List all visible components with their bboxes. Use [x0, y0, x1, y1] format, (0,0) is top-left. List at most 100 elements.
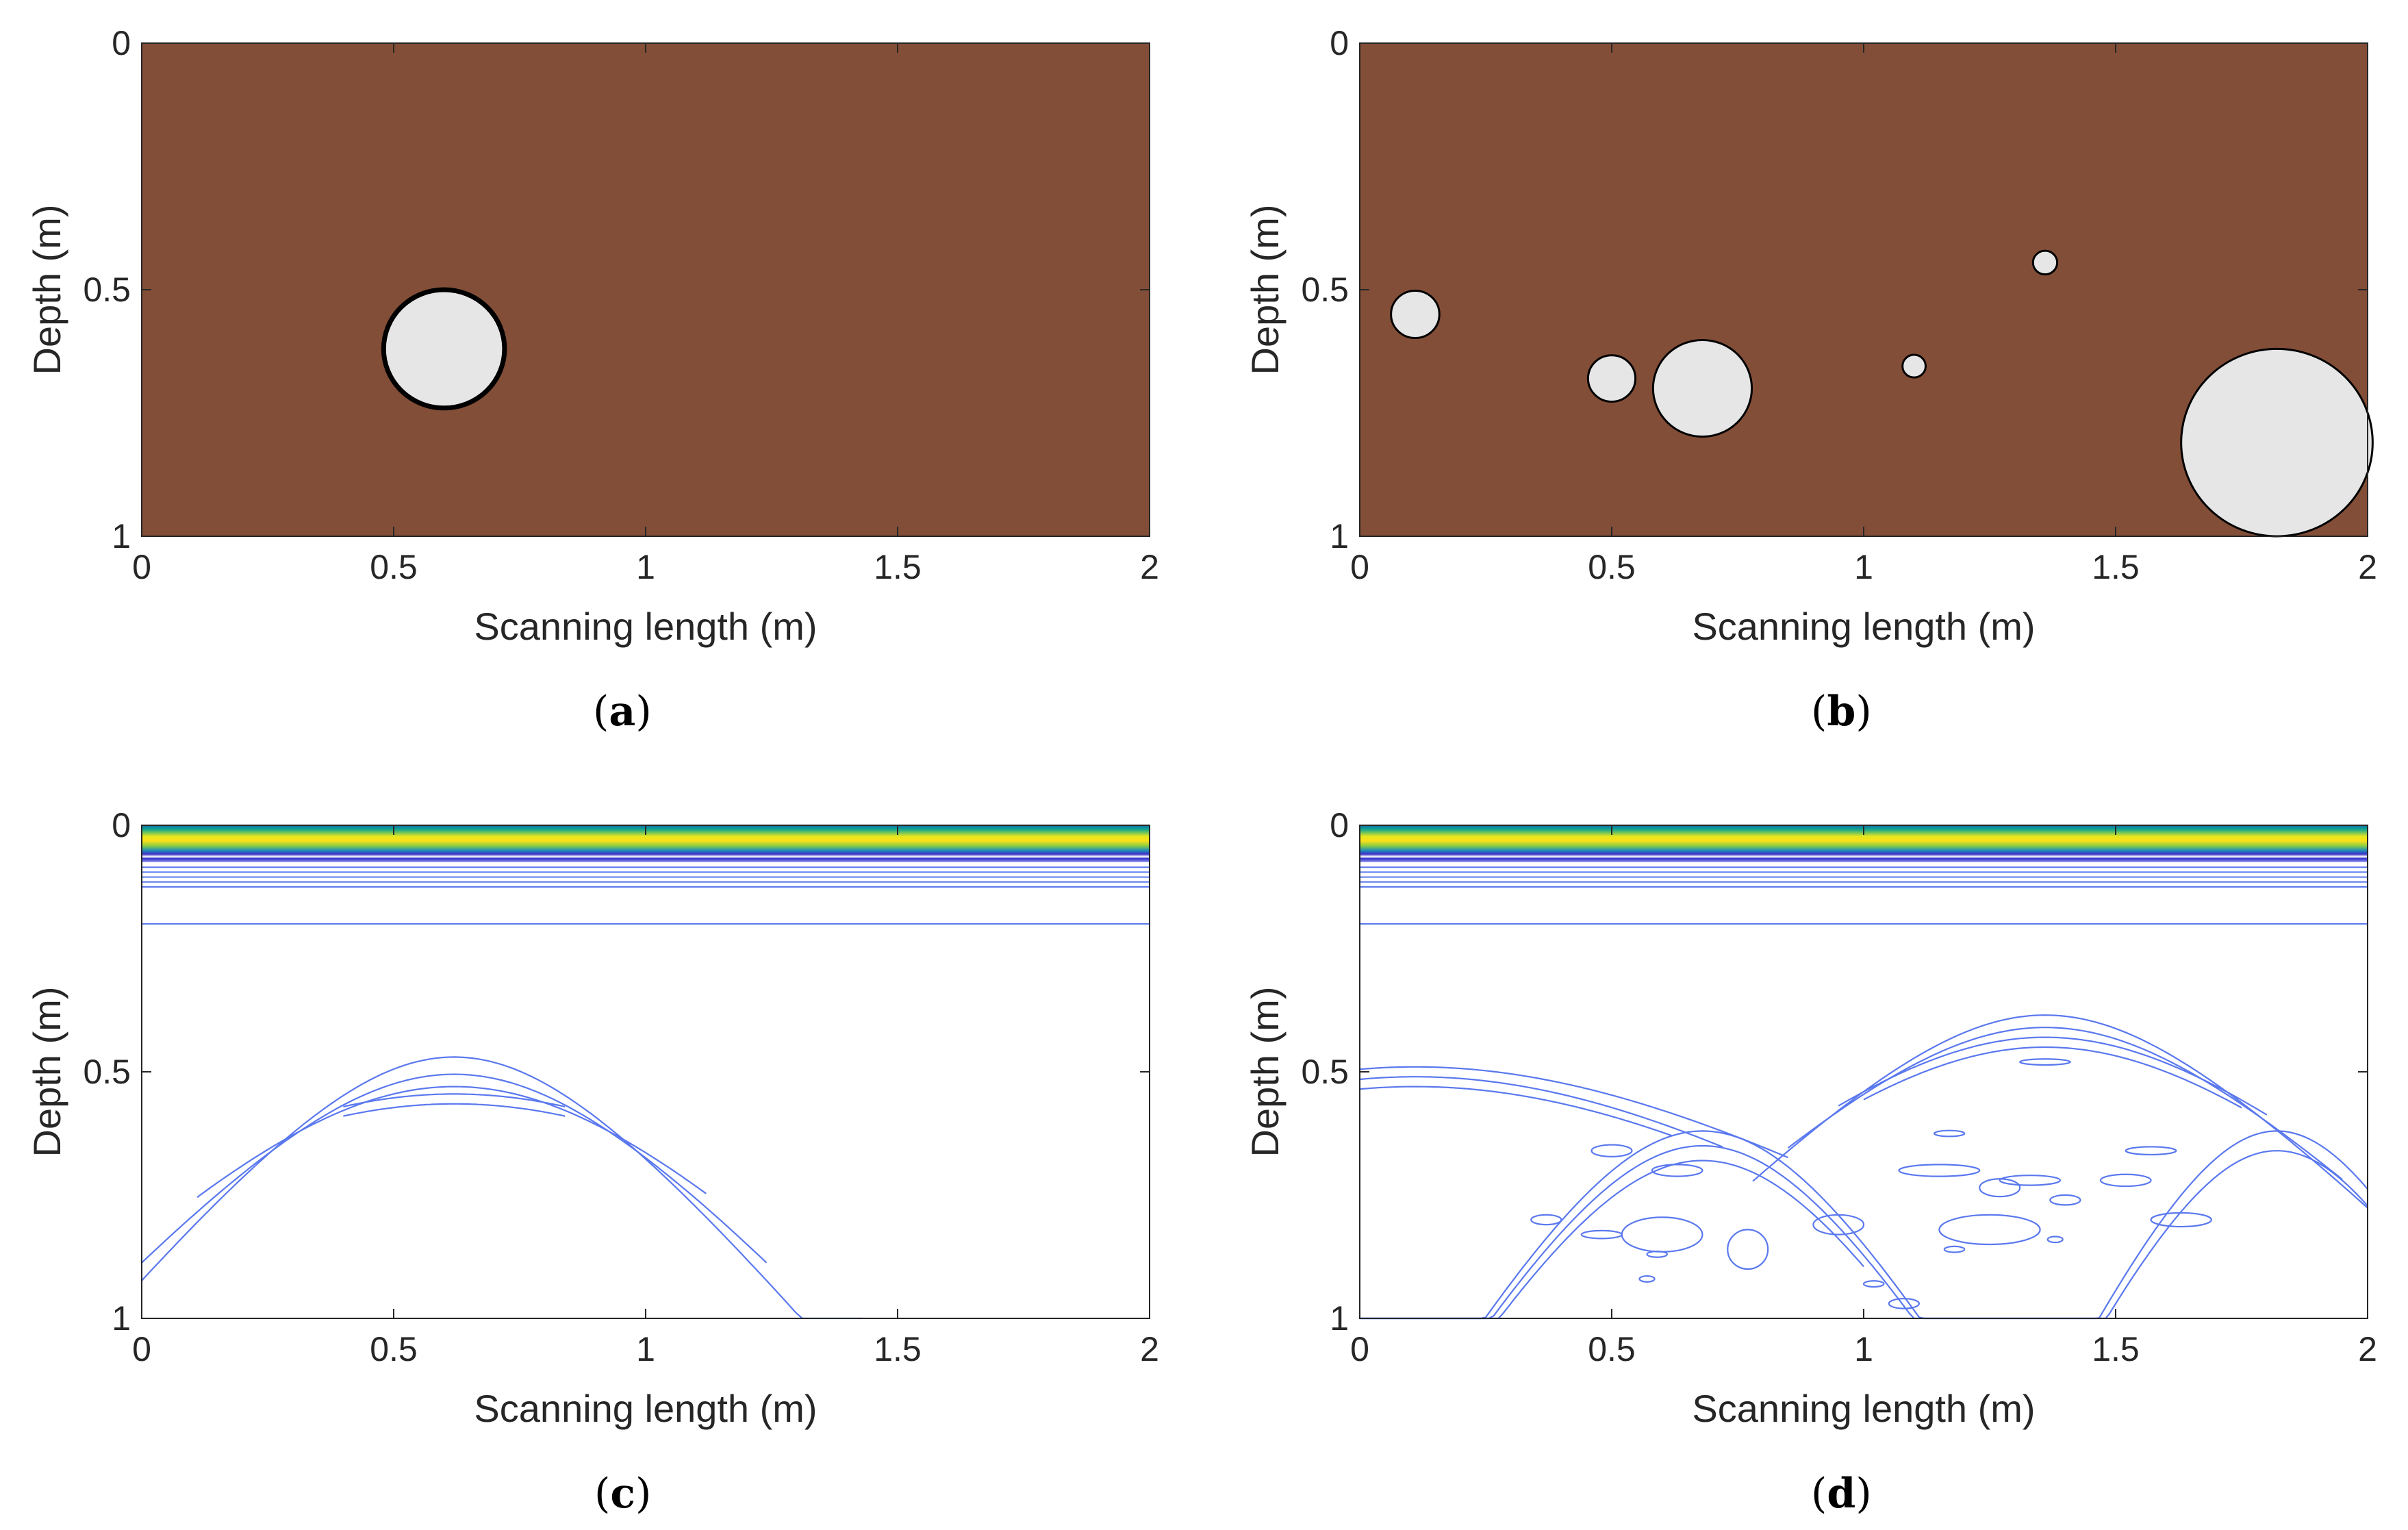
panel-c-hyperbola-contour: [343, 1093, 566, 1107]
panel-d-blob-contour: [1898, 1164, 1981, 1177]
panel-d-blob-contour: [2099, 1173, 2152, 1188]
panel-d-blob-contour: [1999, 1175, 2062, 1186]
panel-a-circles: [381, 287, 507, 411]
panel-b-void-circle: [2180, 347, 2374, 538]
panel-d-ylabel: Depth (m): [1243, 987, 1287, 1157]
panel-b-yticks: 00.51: [1301, 24, 2368, 555]
panel-a-xlabel: Scanning length (m): [474, 605, 817, 648]
panel-a-plot-area: [142, 43, 1150, 536]
panel-b-void-circle: [2031, 249, 2059, 276]
panel-b-ytick-label: 0.5: [1301, 271, 1349, 309]
panel-b-circles: [1390, 249, 2374, 538]
panel-c-hyperbola-contour: [141, 1073, 768, 1264]
panel-a-ytick-label: 0: [112, 24, 131, 62]
panel-c-xticks: 0 0.5 1 1.5 2: [132, 825, 1159, 1368]
panel-d-blob-contour: [1590, 1144, 1633, 1157]
panel-d-caption: (d): [1811, 1470, 1872, 1518]
panel-b-caption: (b): [1811, 688, 1872, 736]
panel-a: 0 0.5 1 1.5 2 00.51 Scanning length (m) Dept…: [25, 24, 1159, 736]
panel-d-blob-contour: [1580, 1229, 1623, 1240]
panel-d-blob-contour: [1530, 1214, 1562, 1226]
panel-a-xtick-label: 1.5: [874, 548, 922, 586]
panel-c-hyperbola-contour: [343, 1103, 566, 1117]
panel-b-xtick-label: 2: [2358, 548, 2377, 586]
panel-d-hyperbola-contour: [1359, 1076, 1723, 1148]
panel-d-xlabel: Scanning length (m): [1692, 1387, 2035, 1430]
panel-b-xtick-label: 1: [1854, 548, 1873, 586]
panel-d-hyperbola-contour: [1863, 1046, 2242, 1109]
panel-c-yticks: 00.51: [83, 806, 1150, 1338]
panel-b-xticks: 0 0.5 1 1.5 2: [1350, 43, 2377, 586]
panel-a-xtick-label: 0: [132, 548, 151, 586]
panel-d-hyperbola-contour: [1359, 1086, 1673, 1137]
panel-d-blob-contour: [1943, 1245, 1966, 1253]
panel-d-xtick-label: 1: [1854, 1330, 1873, 1368]
panel-c-xtick-label: 2: [1140, 1330, 1159, 1368]
panel-b-ytick-label: 1: [1330, 517, 1349, 555]
panel-a-yticks: 00.51: [83, 24, 1150, 555]
panel-b: 0 0.5 1 1.5 2 00.51 Scanning length (m) Dept…: [1243, 24, 2377, 736]
panel-c: 0 0.5 1 1.5 2 00.51 Scanning length (m) Dept…: [25, 806, 1159, 1518]
panel-a-xtick-label: 0.5: [370, 548, 418, 586]
panel-d-ytick-label: 0: [1330, 806, 1349, 844]
panel-a-xtick-label: 1: [636, 548, 655, 586]
panel-d-blob-contour: [1888, 1298, 1921, 1309]
panel-b-xlabel: Scanning length (m): [1692, 605, 2035, 648]
panel-d-blob-contour: [1727, 1229, 1769, 1270]
panel-b-xtick-label: 0: [1350, 548, 1369, 586]
panel-c-xtick-label: 1: [636, 1330, 655, 1368]
panel-a-xticks: 0 0.5 1 1.5 2: [132, 43, 1159, 586]
panel-c-xtick-label: 1.5: [874, 1330, 922, 1368]
panel-a-ylabel: Depth (m): [25, 205, 68, 375]
panel-c-xtick-label: 0.5: [370, 1330, 418, 1368]
panel-a-void-circle: [381, 287, 507, 411]
panel-c-xtick-label: 0: [132, 1330, 151, 1368]
panel-d-ytick-label: 0.5: [1301, 1053, 1349, 1091]
panel-d-blob-contour: [1812, 1214, 1865, 1236]
panel-d-plot-area: [1360, 825, 2368, 1318]
panel-a-xtick-label: 2: [1140, 548, 1159, 586]
panel-d-ytick-label: 1: [1330, 1299, 1349, 1338]
panel-d-blob-contour: [2150, 1212, 2212, 1228]
panel-c-hyperbola-contour: [197, 1086, 707, 1199]
panel-b-ytick-label: 0: [1330, 24, 1349, 62]
panel-d-blob-contour: [2046, 1236, 2064, 1244]
panel-a-caption: (a): [593, 688, 652, 736]
panel-d-xtick-label: 0: [1350, 1330, 1369, 1368]
panel-c-hyperbola-contour: [141, 1056, 863, 1320]
panel-d-xtick-label: 0.5: [1588, 1330, 1636, 1368]
panel-c-ylabel: Depth (m): [25, 987, 68, 1157]
panel-c-xlabel: Scanning length (m): [474, 1387, 817, 1430]
panel-d-blob-contour: [1651, 1164, 1703, 1177]
panel-d-blob-contour: [1646, 1250, 1669, 1258]
panel-d-xticks: 0 0.5 1 1.5 2: [1350, 825, 2377, 1368]
panel-b-xtick-label: 0.5: [1588, 548, 1636, 586]
panel-d-yticks: 00.51: [1301, 806, 2368, 1338]
panel-c-caption: (c): [594, 1470, 651, 1518]
panel-c-ytick-label: 0.5: [83, 1053, 131, 1091]
panel-d-blob-contour: [2049, 1194, 2081, 1206]
panel-d-blob-contour: [1862, 1280, 1885, 1288]
panel-a-ytick-label: 1: [112, 517, 131, 555]
panel-c-ytick-label: 0: [112, 806, 131, 844]
panel-d-blob-contour: [1938, 1214, 2041, 1246]
panel-c-contours: [141, 1056, 863, 1320]
panel-b-void-circle: [1651, 338, 1753, 438]
panel-b-ylabel: Depth (m): [1243, 205, 1287, 375]
panel-b-void-circle: [1901, 353, 1927, 379]
panel-b-void-circle: [1586, 354, 1637, 403]
panel-c-plot-area: [142, 825, 1150, 1318]
panel-b-xtick-label: 1.5: [2092, 548, 2140, 586]
panel-d-blob-contour: [2019, 1058, 2071, 1066]
panel-d-xtick-label: 2: [2358, 1330, 2377, 1368]
panel-d: 0 0.5 1 1.5 2 00.51 Scanning length (m) Dept…: [1243, 806, 2377, 1518]
panel-c-ytick-label: 1: [112, 1299, 131, 1338]
panel-d-hyperbola-contour: [1838, 1036, 2268, 1116]
panel-d-blob-contour: [1933, 1129, 1966, 1138]
panel-d-blob-contour: [1979, 1178, 2021, 1198]
panel-d-hyperbola-contour: [1359, 1066, 1789, 1159]
panel-a-ytick-label: 0.5: [83, 271, 131, 309]
panel-d-blob-contour: [2125, 1146, 2177, 1156]
panel-d-xtick-label: 1.5: [2092, 1330, 2140, 1368]
